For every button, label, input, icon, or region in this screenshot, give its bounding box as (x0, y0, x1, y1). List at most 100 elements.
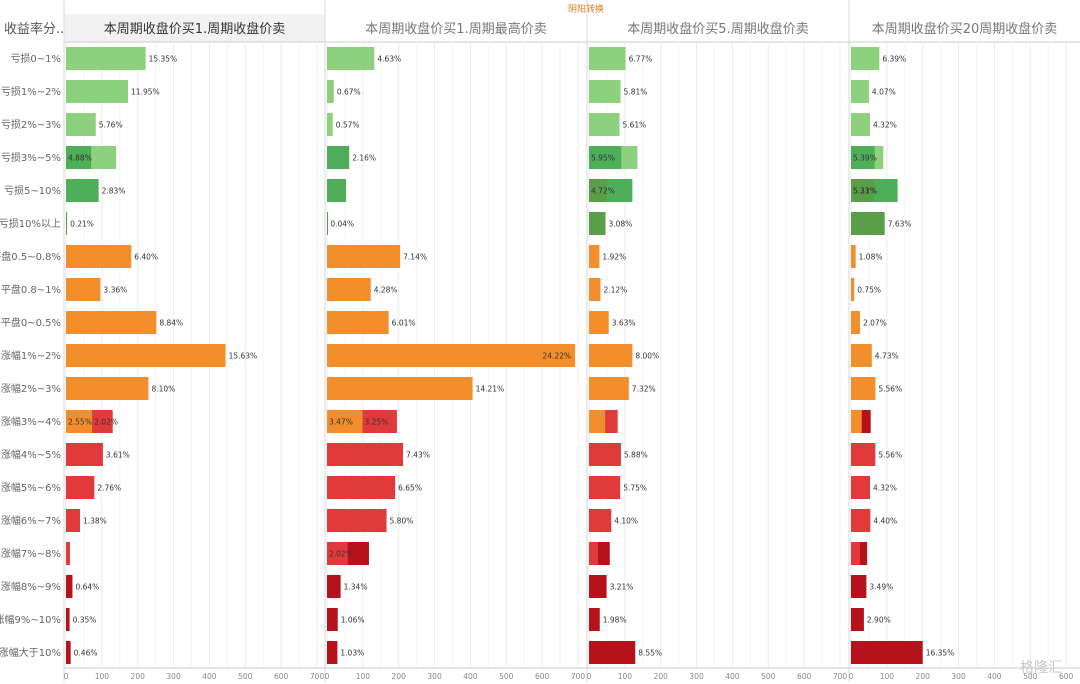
data-label: 4.32% (873, 121, 897, 130)
row-header: 收益率分.. (4, 21, 64, 37)
row-label: 涨幅大于10% (0, 646, 61, 659)
bar (66, 278, 101, 301)
x-tick-label: 600 (1059, 672, 1074, 681)
bar (851, 311, 860, 334)
bar (327, 608, 338, 631)
row-label: 平盘0~0.5% (1, 316, 61, 329)
bar (66, 344, 226, 367)
x-tick-label: 400 (463, 672, 478, 681)
row-label: 平盘0.8~1% (1, 283, 61, 296)
data-label: 2.55% (68, 418, 92, 427)
bar (327, 476, 396, 499)
bar (589, 410, 606, 433)
x-tick-label: 500 (238, 672, 253, 681)
x-tick-label: 600 (797, 672, 812, 681)
panel-title: 本周期收盘价买1.周期最高价卖 (365, 21, 546, 37)
bar (327, 47, 375, 70)
data-label: 3.49% (869, 583, 893, 592)
bar (851, 245, 856, 268)
bar (327, 443, 404, 466)
bar (327, 146, 350, 169)
bar (589, 245, 600, 268)
row-label: 涨幅4%~5% (1, 448, 61, 461)
panel-2: 本周期收盘价买1.周期最高价卖 4.63% 0.67% 0.57% 2.16% 0.04%… (324, 0, 587, 682)
data-label: 3.47% (329, 418, 353, 427)
row-label: 涨幅9%~10% (0, 613, 61, 626)
x-tick-label: 300 (951, 672, 966, 681)
x-tick-label: 500 (499, 672, 514, 681)
data-label: 0.35% (73, 616, 97, 625)
data-label: 1.03% (340, 649, 364, 658)
panel-1: 本周期收盘价买1.周期收盘价卖 15.35% 11.95% 5.76% 4.88% 2.8… (63, 0, 325, 682)
bar (66, 443, 103, 466)
bar (851, 476, 871, 499)
bar (589, 377, 629, 400)
bar (589, 443, 621, 466)
data-label: 3.21% (610, 583, 634, 592)
bar (66, 608, 70, 631)
data-label: 4.40% (873, 517, 897, 526)
bar (66, 476, 95, 499)
x-tick-label: 600 (274, 672, 289, 681)
x-tick-label: 200 (392, 672, 407, 681)
data-label: 5.75% (623, 484, 647, 493)
bar (851, 377, 876, 400)
bar (327, 377, 473, 400)
row-label: 亏损1%~2% (1, 85, 61, 98)
row-label: 涨幅6%~7% (1, 514, 61, 527)
x-tick-label: 0 (849, 672, 854, 681)
bar (327, 641, 338, 664)
bar (851, 212, 885, 235)
data-label: 0.46% (74, 649, 98, 658)
data-label: 6.77% (629, 55, 653, 64)
data-label: 1.38% (83, 517, 107, 526)
data-label: 5.95% (591, 154, 615, 163)
data-label: 6.40% (134, 253, 158, 262)
data-label: 1.34% (344, 583, 368, 592)
bar (66, 311, 157, 334)
data-label: 8.00% (635, 352, 659, 361)
bar (589, 278, 601, 301)
bar (66, 641, 71, 664)
bar (851, 542, 860, 565)
bar (66, 80, 129, 103)
data-label: 7.43% (406, 451, 430, 460)
data-label: 1.06% (341, 616, 365, 625)
bar (589, 575, 607, 598)
panel-4: 本周期收盘价买20周期收盘价卖 6.39% 4.07% 4.32% 5.39% 5.31%… (848, 0, 1080, 682)
panel-title: 本周期收盘价买20周期收盘价卖 (872, 21, 1058, 37)
bar (851, 410, 862, 433)
data-label: 14.21% (476, 385, 505, 394)
x-tick-label: 200 (654, 672, 669, 681)
data-label: 4.07% (872, 88, 896, 97)
data-label: 2.83% (102, 187, 126, 196)
data-label: 2.76% (97, 484, 121, 493)
x-tick-label: 0 (325, 672, 330, 681)
data-label: 2.12% (603, 286, 627, 295)
data-label: 8.55% (638, 649, 662, 658)
data-label: 11.95% (131, 88, 160, 97)
data-label: 15.63% (229, 352, 258, 361)
bar (589, 542, 598, 565)
data-label: 8.10% (151, 385, 175, 394)
data-label: 6.65% (398, 484, 422, 493)
data-label: 1.92% (602, 253, 626, 262)
data-label: 5.56% (878, 385, 902, 394)
bar (589, 476, 621, 499)
bar (66, 509, 80, 532)
bar (327, 509, 387, 532)
row-header-cell (0, 14, 64, 42)
panel-title: 本周期收盘价买5.周期收盘价卖 (627, 21, 808, 37)
bar (589, 509, 612, 532)
bar (66, 542, 70, 565)
data-label: 7.32% (632, 385, 656, 394)
bar (851, 179, 874, 202)
bar (66, 113, 96, 136)
bar (327, 311, 389, 334)
x-tick-label: 500 (761, 672, 776, 681)
bar (66, 212, 68, 235)
data-label: 2.90% (867, 616, 891, 625)
bar (327, 344, 576, 367)
bar (589, 179, 607, 202)
